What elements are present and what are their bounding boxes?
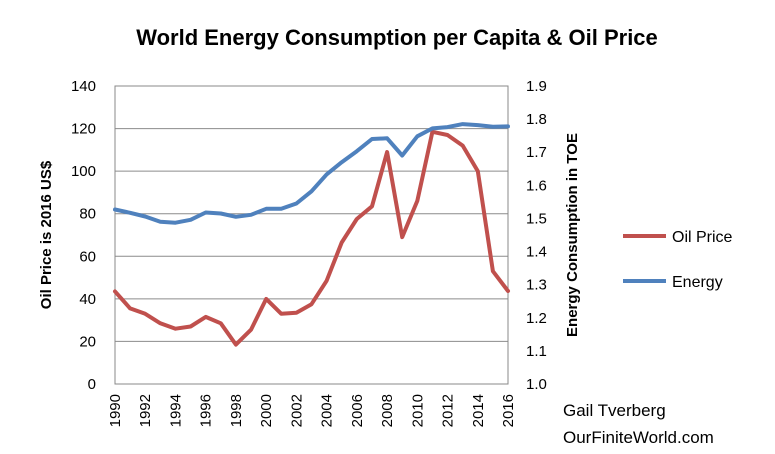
right-tick-label: 1.8 — [526, 111, 547, 128]
plot-frame — [114, 85, 509, 385]
x-tick-label: 2002 — [288, 394, 305, 427]
legend-label-oil-price: Oil Price — [672, 229, 733, 246]
left-tick-label: 40 — [79, 291, 96, 308]
left-axis-title: Oil Price is 2016 US$ — [38, 160, 55, 309]
left-tick-label: 140 — [71, 78, 96, 95]
x-tick-label: 2000 — [258, 394, 275, 427]
x-tick-label: 1994 — [167, 394, 184, 427]
x-tick-label: 1996 — [198, 394, 215, 427]
x-tick-label: 2014 — [470, 394, 487, 427]
x-tick-label: 2004 — [319, 394, 336, 427]
left-tick-label: 0 — [88, 376, 96, 393]
credit-author: Gail Tverberg — [563, 401, 666, 420]
left-tick-label: 120 — [71, 121, 96, 138]
left-tick-label: 60 — [79, 248, 96, 265]
gridlines — [115, 128, 508, 342]
chart-title: World Energy Consumption per Capita & Oi… — [136, 25, 658, 50]
x-tick-label: 2006 — [349, 394, 366, 427]
x-tick-label: 1990 — [107, 394, 124, 427]
x-tick-label: 2016 — [500, 394, 517, 427]
left-tick-label: 20 — [79, 333, 96, 350]
right-tick-label: 1.4 — [526, 244, 547, 261]
series-line-energy — [113, 122, 510, 225]
credit-site: OurFiniteWorld.com — [563, 428, 714, 447]
x-tick-label: 1998 — [228, 394, 245, 427]
right-tick-label: 1.6 — [526, 177, 547, 194]
legend: Oil Price Energy — [623, 229, 733, 291]
x-tick-label: 1992 — [137, 394, 154, 427]
left-axis-ticks: 0 20 40 60 80 100 120 140 — [71, 78, 96, 393]
series-lines — [113, 122, 510, 347]
x-axis-ticks: 1990 1992 1994 1996 1998 2000 2002 2004 2006 2008… — [107, 394, 517, 427]
series-line-oil-price — [113, 129, 510, 347]
right-tick-label: 1.0 — [526, 376, 547, 393]
right-tick-label: 1.2 — [526, 310, 547, 327]
right-axis-ticks: 1.0 1.1 1.2 1.3 1.4 1.5 1.6 1.7 1.8 1.9 — [526, 78, 547, 393]
left-tick-label: 80 — [79, 206, 96, 223]
x-tick-label: 2012 — [440, 394, 457, 427]
right-tick-label: 1.9 — [526, 78, 547, 95]
x-tick-label: 2008 — [379, 394, 396, 427]
legend-label-energy: Energy — [672, 274, 723, 291]
x-tick-label: 2010 — [409, 394, 426, 427]
right-tick-label: 1.1 — [526, 343, 547, 360]
right-tick-label: 1.3 — [526, 277, 547, 294]
left-tick-label: 100 — [71, 163, 96, 180]
right-tick-label: 1.5 — [526, 210, 547, 227]
right-tick-label: 1.7 — [526, 144, 547, 161]
right-axis-title: Energy Consumption in TOE — [564, 133, 581, 337]
